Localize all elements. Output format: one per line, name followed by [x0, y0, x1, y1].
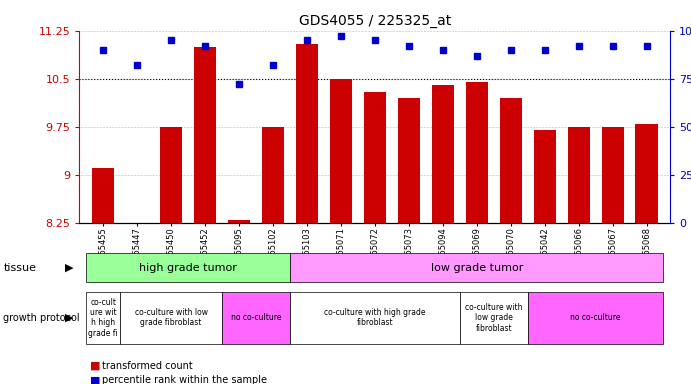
Text: high grade tumor: high grade tumor [139, 263, 237, 273]
Text: percentile rank within the sample: percentile rank within the sample [102, 375, 267, 384]
Bar [533, 130, 556, 223]
Text: ▶: ▶ [66, 263, 74, 273]
Text: co-culture with
low grade
fibroblast: co-culture with low grade fibroblast [465, 303, 522, 333]
Text: transformed count: transformed count [102, 361, 193, 371]
Text: ■: ■ [90, 361, 100, 371]
Bar [466, 82, 488, 223]
Bar [296, 43, 318, 223]
Bar [398, 98, 420, 223]
Text: co-culture with low
grade fibroblast: co-culture with low grade fibroblast [135, 308, 207, 328]
Bar [228, 220, 250, 223]
Text: no co-culture: no co-culture [570, 313, 621, 322]
Text: ▶: ▶ [66, 313, 74, 323]
Text: co-culture with high grade
fibroblast: co-culture with high grade fibroblast [324, 308, 426, 328]
Text: growth protocol: growth protocol [3, 313, 80, 323]
Bar [330, 79, 352, 223]
Text: ■: ■ [90, 375, 100, 384]
Bar [567, 127, 589, 223]
Title: GDS4055 / 225325_at: GDS4055 / 225325_at [299, 14, 451, 28]
Bar [636, 124, 658, 223]
Text: co-cult
ure wit
h high
grade fi: co-cult ure wit h high grade fi [88, 298, 118, 338]
Bar [432, 85, 454, 223]
Text: tissue: tissue [3, 263, 37, 273]
Bar [262, 127, 284, 223]
Bar [160, 127, 182, 223]
Bar [601, 127, 623, 223]
Text: no co-culture: no co-culture [231, 313, 281, 322]
Text: low grade tumor: low grade tumor [430, 263, 523, 273]
Bar [92, 168, 114, 223]
Bar [500, 98, 522, 223]
Bar [194, 47, 216, 223]
Bar [364, 91, 386, 223]
